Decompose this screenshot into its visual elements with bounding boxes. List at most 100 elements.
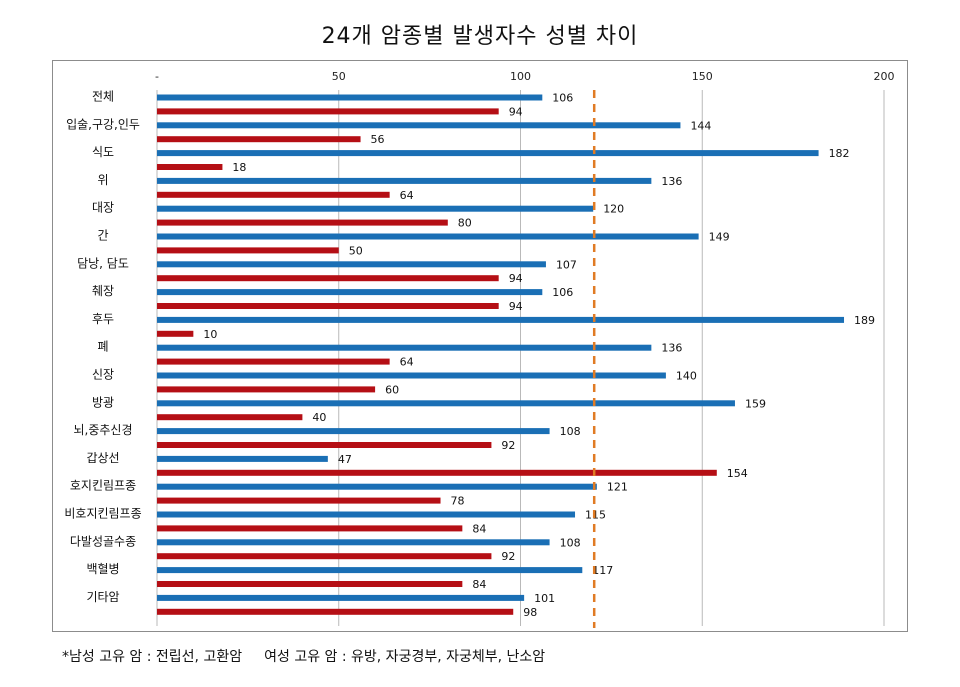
bar [157,122,681,129]
bar [157,594,525,601]
bar [157,525,463,532]
bar [157,511,576,518]
category-label: 췌장 [92,284,114,298]
data-label: 136 [661,175,682,188]
data-label: 144 [690,119,711,132]
data-label: 120 [603,203,624,216]
category-label: 대장 [92,201,114,215]
bar [157,483,597,490]
data-label: 92 [501,550,515,563]
data-label: 106 [552,286,573,299]
chart-title: 24개 암종별 발생자수 성별 차이 [321,24,639,49]
bar [157,608,514,615]
bar [157,581,463,587]
category-label: 후두 [92,312,114,326]
data-label: 18 [232,161,246,174]
data-label: 94 [509,300,523,313]
category-label: 위 [97,173,108,187]
bar [157,261,546,268]
footnote: *남성 고유 암 : 전립선, 고환암 여성 고유 암 : 유방, 자궁경부, 자… [62,646,545,666]
data-label: 84 [472,578,486,591]
bar [157,164,223,170]
bar [157,497,441,504]
data-label: 64 [400,189,414,202]
data-label: 10 [203,328,217,341]
bar [157,191,390,198]
data-label: 78 [451,495,465,508]
data-label: 50 [349,244,363,257]
bar [157,428,550,435]
x-tick-label: 50 [332,70,346,83]
data-label: 60 [385,383,399,396]
category-label: 식도 [92,145,114,159]
bar [157,303,499,309]
data-label: 101 [534,592,555,605]
data-label: 98 [523,606,537,619]
category-label: 방광 [92,395,114,409]
data-label: 92 [501,439,515,452]
bar [157,567,583,574]
data-label: 154 [727,467,748,480]
category-label: 호지킨림프종 [70,479,136,493]
data-label: 121 [607,481,628,494]
category-label: 비호지킨림프종 [64,507,141,521]
bar [157,205,594,212]
bar [157,150,819,157]
data-label: 136 [661,342,682,355]
data-label: 84 [472,522,486,535]
footnote-male: *남성 고유 암 : 전립선, 고환암 [62,649,243,665]
bar [157,358,390,365]
data-label: 108 [560,425,581,438]
category-label: 백혈병 [86,562,119,576]
data-label: 80 [458,217,472,230]
bar [157,553,492,560]
data-label: 108 [560,536,581,549]
data-label: 159 [745,397,766,410]
bar [157,372,666,379]
bar [157,414,303,421]
footnote-female: 여성 고유 암 : 유방, 자궁경부, 자궁체부, 난소암 [264,649,546,665]
data-label: 64 [400,356,414,369]
category-label: 전체 [92,90,114,104]
data-label: 189 [854,314,875,327]
bar [157,469,717,476]
bar [157,455,328,462]
bar [157,247,339,254]
bar [157,289,543,296]
category-label: 폐 [97,340,108,354]
data-label: 140 [676,370,697,383]
bar [157,539,550,546]
category-label: 기타암 [86,590,119,604]
bar [157,386,376,393]
chart-frame [52,60,908,632]
category-label: 신장 [92,368,114,382]
category-label: 뇌,중추신경 [73,423,132,437]
data-label: 182 [829,147,850,160]
data-label: 94 [509,105,523,118]
data-label: 94 [509,272,523,285]
category-label: 입술,구강,인두 [66,117,140,131]
bar [157,344,652,351]
data-label: 40 [312,411,326,424]
data-label: 117 [592,564,613,577]
bar [157,275,499,282]
bar [157,330,194,337]
bar [157,400,735,407]
bar [157,233,699,240]
x-tick-label: 100 [510,70,531,83]
bar [157,136,361,143]
category-label: 다발성골수종 [70,534,136,548]
bar [157,108,499,115]
data-label: 115 [585,509,606,522]
category-label: 간 [97,229,108,243]
bar [157,177,652,184]
bar [157,94,543,101]
bar [157,219,448,226]
data-label: 106 [552,92,573,105]
bar [157,442,492,448]
x-tick-label: 200 [874,70,895,83]
data-label: 149 [709,231,730,244]
x-tick-label: - [155,70,159,83]
data-label: 107 [556,258,577,271]
